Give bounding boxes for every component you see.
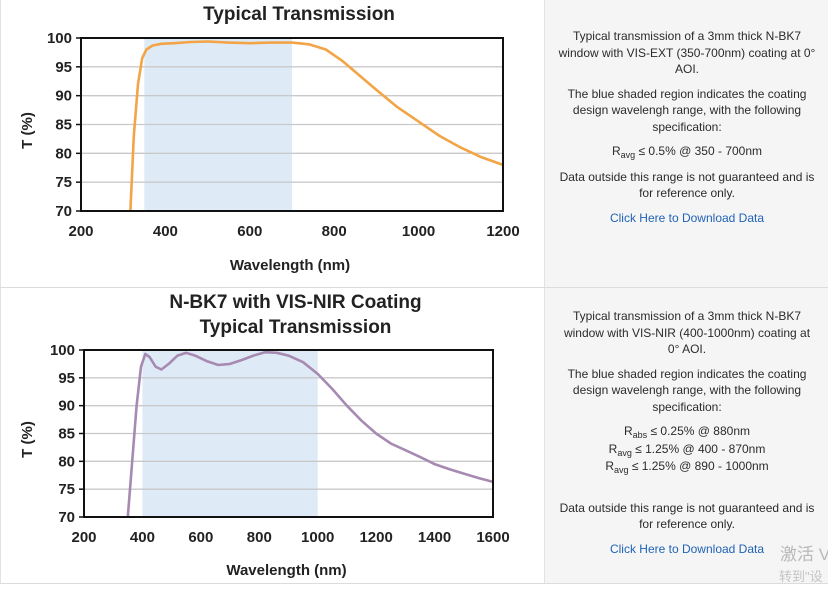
spec-list: Ravg ≤ 0.5% @ 350 - 700nm <box>545 143 828 161</box>
y-tick-label: 90 <box>55 88 72 105</box>
chart-title: Typical Transmission <box>203 4 395 25</box>
spec-value: ≤ 1.25% @ 890 - 1000nm <box>628 459 769 473</box>
spec-symbol: R <box>611 144 621 158</box>
info-panel-2: Typical transmission of a 3mm thick N-BK… <box>544 288 828 583</box>
spec-subscript: avg <box>613 465 629 475</box>
x-tick-label: 800 <box>247 529 272 546</box>
chart-panel-2: N-BK7 with VIS-NIR Coating Typical Transm… <box>0 288 544 583</box>
watermark-subtext: 转到"设 <box>779 569 823 584</box>
chart-panel-1: Typical Transmission 70 75 80 85 90 95 100 200 40… <box>0 0 544 287</box>
y-tick-label: 80 <box>58 453 75 470</box>
disclaimer-text: Data outside this range is not guarantee… <box>559 500 815 532</box>
y-tick-label: 85 <box>55 117 72 134</box>
transmission-series-line <box>126 350 494 518</box>
spec-line: Ravg ≤ 1.25% @ 890 - 1000nm <box>545 458 828 476</box>
y-tick-label: 70 <box>55 203 72 220</box>
x-tick-label: 400 <box>153 223 178 240</box>
download-data-link[interactable]: Click Here to Download Data <box>609 541 765 556</box>
spec-subscript: avg <box>617 447 632 458</box>
spec-line: Ravg ≤ 0.5% @ 350 - 700nm <box>545 143 828 161</box>
x-tick-label: 200 <box>71 529 96 546</box>
x-tick-label: 1000 <box>301 529 334 546</box>
y-tick-label: 90 <box>58 398 75 415</box>
x-tick-label: 600 <box>237 223 262 240</box>
x-tick-label: 1600 <box>476 529 509 546</box>
y-tick-label: 75 <box>55 174 72 191</box>
spec-symbol: R <box>605 459 614 473</box>
y-tick-label: 75 <box>58 481 75 498</box>
y-tick-label: 100 <box>50 342 75 359</box>
watermark-text: 激活 V <box>780 545 828 564</box>
info-panel-1: Typical transmission of a 3mm thick N-BK… <box>544 0 828 287</box>
description-text: Typical transmission of a 3mm thick N-BK… <box>563 309 811 356</box>
spec-symbol: R <box>623 424 633 438</box>
spec-value: ≤ 0.5% @ 350 - 700nm <box>635 144 763 158</box>
x-tick-label: 1400 <box>418 529 451 546</box>
x-tick-label: 600 <box>188 529 213 546</box>
spec-symbol: R <box>608 441 618 456</box>
x-tick-label: 400 <box>130 529 155 546</box>
transmission-chart-1: Typical Transmission 70 75 80 85 90 95 100 200 40… <box>19 4 520 274</box>
transmission-chart-2: N-BK7 with VIS-NIR Coating Typical Transm… <box>19 292 510 579</box>
shaded-note-text: The blue shaded region indicates the coa… <box>567 86 807 134</box>
x-tick-label: 1200 <box>359 529 392 546</box>
x-tick-label: 200 <box>68 223 93 240</box>
chart-row-1: Typical Transmission 70 75 80 85 90 95 100 200 40… <box>0 0 828 288</box>
download-data-link[interactable]: Click Here to Download Data <box>609 210 765 225</box>
x-axis-label: Wavelength (nm) <box>230 257 350 274</box>
spec-subscript: abs <box>632 430 648 440</box>
y-axis-label: T (%) <box>19 112 36 149</box>
x-tick-label: 800 <box>322 223 347 240</box>
shaded-note-text: The blue shaded region indicates the coa… <box>567 366 807 414</box>
y-tick-label: 85 <box>58 426 75 443</box>
spec-value: ≤ 1.25% @ 400 - 870nm <box>631 441 766 456</box>
y-tick-label: 100 <box>47 30 72 47</box>
spec-line: Ravg ≤ 1.25% @ 400 - 870nm <box>545 441 828 459</box>
spec-subscript: avg <box>620 150 636 160</box>
info-text-1: Typical transmission of a 3mm thick N-BK… <box>545 28 828 226</box>
y-tick-label: 95 <box>58 370 75 387</box>
y-axis-label: T (%) <box>19 421 36 458</box>
chart-subtitle: Typical Transmission <box>200 317 392 338</box>
info-text-2: Typical transmission of a 3mm thick N-BK… <box>545 308 828 557</box>
transmission-series-line <box>129 40 504 212</box>
spec-list: Rabs ≤ 0.25% @ 880nm Ravg ≤ 1.25% @ 400 -… <box>545 423 828 476</box>
y-tick-label: 80 <box>55 145 72 162</box>
y-tick-label: 95 <box>55 59 72 76</box>
x-tick-label: 1200 <box>486 223 519 240</box>
disclaimer-text: Data outside this range is not guarantee… <box>559 169 815 201</box>
description-text: Typical transmission of a 3mm thick N-BK… <box>558 29 816 76</box>
chart-title: N-BK7 with VIS-NIR Coating <box>169 292 421 313</box>
x-axis-label: Wavelength (nm) <box>226 562 346 579</box>
spec-value: ≤ 0.25% @ 880nm <box>647 424 751 438</box>
y-tick-label: 70 <box>58 509 75 526</box>
spec-line: Rabs ≤ 0.25% @ 880nm <box>545 423 828 441</box>
x-tick-label: 1000 <box>402 223 435 240</box>
chart-row-2: N-BK7 with VIS-NIR Coating Typical Transm… <box>0 288 828 584</box>
